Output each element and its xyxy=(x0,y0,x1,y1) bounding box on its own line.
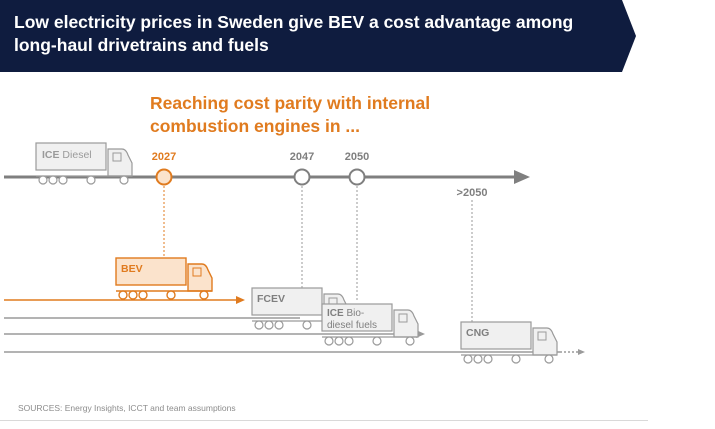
main-timeline xyxy=(4,170,530,184)
footer-divider xyxy=(0,420,648,421)
page-title: Low electricity prices in Sweden give BE… xyxy=(14,12,574,55)
milestone-2027-label: 2027 xyxy=(152,151,176,163)
milestone-2047: 2047 xyxy=(290,151,314,186)
ice-bio-truck-icon: ICE Bio- diesel fuels xyxy=(321,303,419,346)
bev-truck-icon: BEV xyxy=(115,257,213,300)
source-note: SOURCES: Energy Insights, ICCT and team … xyxy=(18,403,236,413)
svg-text:ICE Diesel: ICE Diesel xyxy=(42,149,92,161)
subtitle: Reaching cost parity with internal combu… xyxy=(150,93,431,136)
milestone-2050: 2050 xyxy=(345,151,369,186)
milestone-after-2050-label: >2050 xyxy=(457,187,488,199)
svg-text:ICE Bio-: ICE Bio- xyxy=(327,308,364,319)
milestone-connectors xyxy=(163,186,473,322)
bev-lane xyxy=(4,296,245,304)
milestone-2027: 2027 xyxy=(152,151,176,186)
cng-lane xyxy=(4,349,585,355)
ice-diesel-label-rest: Diesel xyxy=(60,149,92,161)
fcev-label: FCEV xyxy=(257,293,285,305)
milestone-2047-label: 2047 xyxy=(290,151,314,163)
ice-bio-label-bold: ICE xyxy=(327,308,344,319)
milestone-2050-label: 2050 xyxy=(345,151,369,163)
fcev-truck-icon: FCEV xyxy=(251,287,349,330)
cng-label: CNG xyxy=(466,327,489,339)
bev-label: BEV xyxy=(121,263,143,275)
ice-diesel-label-bold: ICE xyxy=(42,149,60,161)
ice-diesel-truck-icon: ICE Diesel xyxy=(35,142,133,185)
milestone-after-2050: >2050 xyxy=(457,187,488,199)
title-banner-shape xyxy=(0,0,636,72)
ice-bio-label-line2: diesel fuels xyxy=(327,320,377,331)
title-banner: Low electricity prices in Sweden give BE… xyxy=(0,0,640,72)
cng-truck-icon: CNG xyxy=(460,321,558,364)
ice-bio-label-rest: Bio- xyxy=(344,308,365,319)
